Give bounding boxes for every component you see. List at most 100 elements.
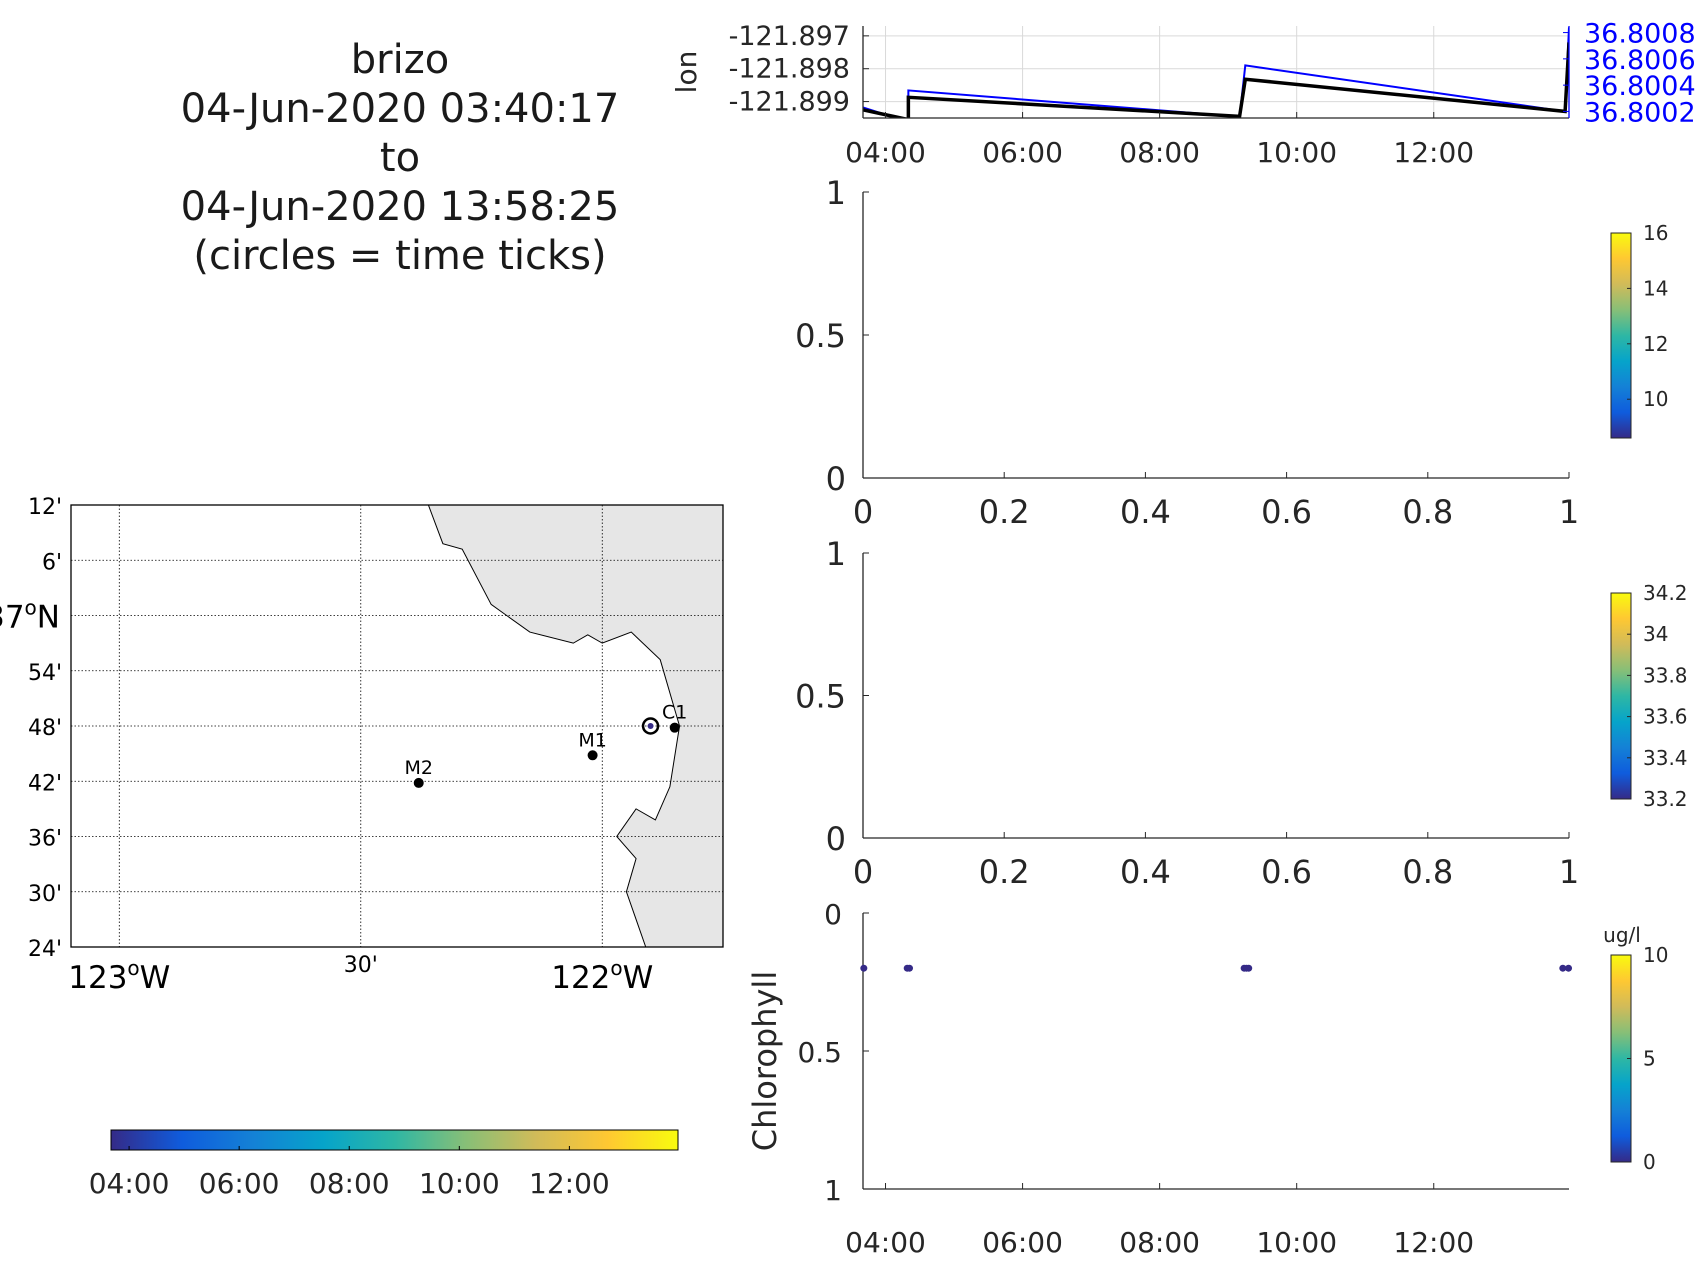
x-tick-label: 10:00 (1256, 1226, 1337, 1259)
y-tick-label: 0 (826, 460, 846, 498)
map-lat-label: 42' (28, 771, 62, 796)
coastline (404, 505, 681, 947)
hemisphere-letter: N (37, 600, 60, 636)
y2-tick-label: 36.8002 (1584, 97, 1696, 128)
map-lat-label: 36' (28, 827, 62, 852)
x-tick-label: 0.2 (979, 853, 1030, 891)
x-tick-label: 0 (853, 493, 873, 531)
map-lat-label: 6' (42, 550, 62, 575)
colorbar-tick-label: 12 (1643, 332, 1668, 356)
colorbar-unit-label: ug/l (1603, 923, 1641, 947)
colorbar-tick-label: 16 (1643, 221, 1668, 245)
title-vehicle: brizo (350, 37, 450, 83)
time-colorbar-tick-label: 08:00 (309, 1167, 390, 1200)
colorbar-tick-label: 34.2 (1643, 581, 1688, 605)
x-tick-label: 08:00 (1119, 136, 1200, 169)
y-tick-label: 1 (824, 1174, 842, 1207)
x-tick-label: 04:00 (845, 1226, 926, 1259)
station-marker-m1 (587, 750, 598, 761)
y-tick-label: 0 (824, 898, 842, 931)
station-label-c1: C1 (662, 702, 687, 724)
y-tick-label: -121.898 (729, 54, 850, 85)
x-tick-label: 0.6 (1261, 853, 1312, 891)
y2-tick-label: 36.8004 (1584, 71, 1696, 102)
colorbar (1610, 592, 1632, 800)
y-tick-label: 1 (826, 535, 846, 573)
y-tick-label: 1 (826, 174, 846, 212)
x-tick-label: 0.4 (1120, 853, 1171, 891)
time-colorbar-tick-label: 06:00 (199, 1167, 280, 1200)
chlorophyll-point (906, 964, 914, 972)
y2-tick-label: 36.8008 (1584, 19, 1696, 50)
map-lat-label: 24' (28, 937, 62, 962)
y-tick-label: -121.899 (729, 87, 850, 118)
title-start-time: 04-Jun-2020 03:40:17 (180, 86, 620, 132)
x-tick-label: 0.8 (1402, 493, 1453, 531)
y2-tick-label: 36.8006 (1584, 45, 1696, 76)
x-tick-label: 06:00 (982, 1226, 1063, 1259)
colorbar-tick-label: 10 (1643, 943, 1668, 967)
map-lon-label: 30' (344, 953, 378, 978)
track-time-tick-circle (641, 717, 660, 735)
x-tick-label: 12:00 (1393, 1226, 1474, 1259)
time-colorbar (110, 1129, 679, 1151)
y-tick-label: 0 (826, 820, 846, 858)
lon-lat-panel: 04:00 06:00 08:00 10:00 12:00-121.897-121.89… (670, 19, 1696, 169)
x-tick-label: 12:00 (1393, 136, 1474, 169)
colorbar-tick-label: 10 (1643, 387, 1668, 411)
degree-symbol: o (25, 596, 37, 620)
chlorophyll-point (1559, 964, 1567, 972)
colorbar-tick-label: 33.6 (1643, 705, 1688, 729)
x-tick-label: 1 (1559, 853, 1579, 891)
chlorophyll-point (860, 964, 868, 972)
title-to: to (379, 135, 421, 181)
degree-symbol: o (610, 956, 622, 980)
x-tick-label: 1 (1559, 493, 1579, 531)
x-tick-label: 0.8 (1402, 853, 1453, 891)
x-tick-label: 0.2 (979, 493, 1030, 531)
station-label-m2: M2 (404, 757, 432, 779)
x-tick-label: 04:00 (845, 136, 926, 169)
y-tick-label: 0.5 (795, 678, 846, 716)
x-tick-label: 08:00 (1119, 1226, 1200, 1259)
station-marker-m2 (413, 777, 424, 788)
colorbar (1610, 232, 1632, 439)
map-lon-label: 123oW (68, 956, 170, 996)
lon-series-line (863, 42, 1569, 118)
colorbar-tick-label: 14 (1643, 276, 1668, 300)
map-lat-label: 12' (28, 495, 62, 520)
map-frame (70, 504, 724, 948)
plot-layer: 04:00 06:00 08:00 10:00 12:00-121.897-121.89… (0, 19, 1696, 1259)
hemisphere-letter: W (140, 960, 171, 996)
title-note: (circles = time ticks) (193, 233, 607, 279)
land-area (404, 505, 723, 947)
x-tick-label: 0 (853, 853, 873, 891)
y-axis-label: lon (670, 51, 703, 94)
map-panel: 12' 6' 37oN 54' 48' 42' 36' 30' 24'123oW 30' 122oW… (0, 495, 724, 1200)
figure-title: brizo 04-Jun-2020 03:40:17 to 04-Jun-202… (140, 36, 660, 281)
station-marker-c1 (669, 722, 680, 733)
colorbar-tick-label: 33.8 (1643, 663, 1688, 687)
colorbar-tick-label: 34 (1643, 622, 1668, 646)
y-axis-label: Chlorophyll (746, 971, 784, 1151)
degree-symbol: o (127, 956, 139, 980)
title-end-time: 04-Jun-2020 13:58:25 (180, 184, 620, 230)
y-tick-label: -121.897 (729, 21, 850, 52)
y-tick-label: 0.5 (795, 317, 846, 355)
lat-series-line (863, 27, 1569, 118)
time-colorbar-tick-label: 04:00 (89, 1167, 170, 1200)
x-tick-label: 0.4 (1120, 493, 1171, 531)
x-tick-label: 0.6 (1261, 493, 1312, 531)
time-colorbar-tick-label: 10:00 (419, 1167, 500, 1200)
chlorophyll-point (1245, 964, 1253, 972)
empty-panel-2: 0 0.2 0.4 0.6 0.8 1 0 0.5 1 34.2 34 33.8 33.6 33.4 33.… (795, 535, 1687, 891)
map-lat-label: 48' (28, 716, 62, 741)
x-tick-label: 10:00 (1256, 136, 1337, 169)
map-lat-label: 30' (28, 882, 62, 907)
station-label-m1: M1 (578, 729, 606, 751)
colorbar-tick-label: 0 (1643, 1150, 1656, 1174)
track-point (647, 723, 654, 729)
map-lat-label: 37oN (0, 596, 60, 636)
